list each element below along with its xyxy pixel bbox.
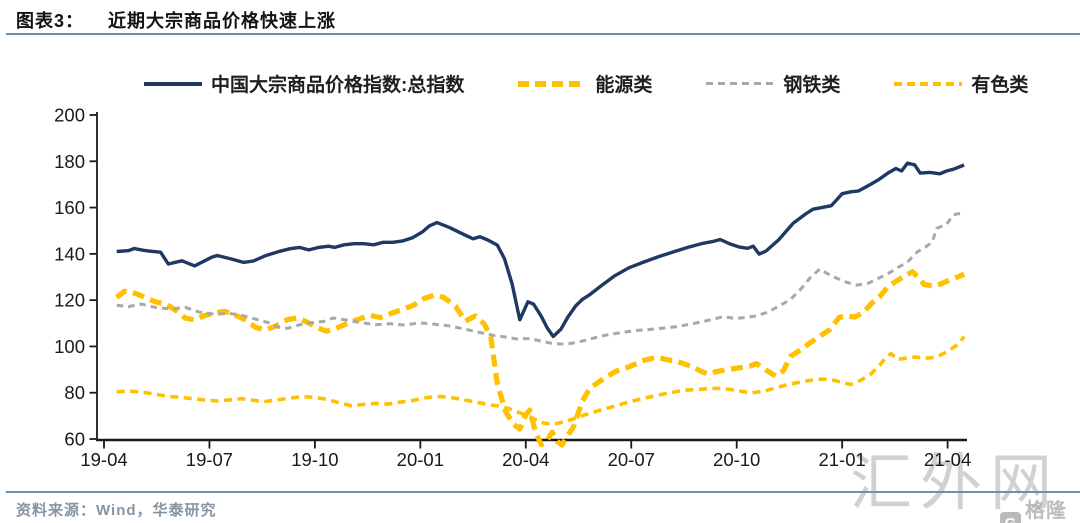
watermark-text: 汇外网 bbox=[850, 449, 1061, 518]
source-text: Wind，华泰研究 bbox=[96, 502, 217, 519]
legend-item-total-index: 中国大宗商品价格指数:总指数 bbox=[144, 70, 464, 97]
y-axis-label: 80 bbox=[64, 382, 85, 403]
series-line-total-index bbox=[116, 161, 965, 339]
x-axis-label: 20-04 bbox=[502, 449, 549, 470]
y-axis-label: 200 bbox=[54, 105, 85, 126]
x-axis-label: 19-07 bbox=[186, 449, 233, 470]
footer-divider bbox=[6, 491, 1080, 493]
x-axis-label: 19-10 bbox=[291, 449, 338, 470]
x-axis-label: 20-01 bbox=[397, 449, 444, 470]
figure-number-label: 图表3： bbox=[16, 11, 85, 31]
gelonghui-logo: G 格隆汇 bbox=[1000, 494, 1080, 523]
gelonghui-icon: G bbox=[1000, 511, 1021, 523]
legend-swatch-steel-line bbox=[706, 82, 775, 85]
source-prefix: 资料来源： bbox=[16, 502, 97, 519]
y-axis-label: 100 bbox=[54, 336, 85, 357]
legend-item-steel: 钢铁类 bbox=[706, 70, 840, 97]
source-note: 资料来源：Wind，华泰研究 bbox=[16, 499, 217, 520]
header-divider bbox=[6, 33, 1080, 35]
gelonghui-logo-text: 格隆汇 bbox=[1024, 500, 1067, 522]
y-axis-label: 160 bbox=[54, 197, 85, 218]
x-axis-label: 20-07 bbox=[608, 449, 655, 470]
x-axis: 19-04 19-07 19-10 20-01 20-04 20-07 20-10 21-01… bbox=[80, 438, 971, 470]
series-line-steel bbox=[116, 211, 965, 346]
legend-item-energy: 能源类 bbox=[518, 70, 652, 97]
y-axis-label: 140 bbox=[54, 243, 85, 264]
figure-header: 图表3： 近期大宗商品价格快速上涨 bbox=[16, 7, 336, 33]
legend-swatch-total-index-line bbox=[144, 81, 202, 86]
y-axis-label: 120 bbox=[54, 290, 85, 311]
figure-title: 近期大宗商品价格快速上涨 bbox=[108, 11, 337, 31]
y-axis-label: 60 bbox=[64, 429, 85, 450]
x-axis-label: 21-04 bbox=[924, 449, 971, 470]
y-axis-label: 180 bbox=[54, 151, 85, 172]
legend-item-nonferrous: 有色类 bbox=[894, 70, 1028, 97]
legend-label-steel: 钢铁类 bbox=[783, 75, 841, 96]
x-axis-label: 19-04 bbox=[80, 449, 127, 470]
legend-label-nonferrous: 有色类 bbox=[971, 75, 1029, 96]
y-axis: 60 80 100 120 140 160 180 200 bbox=[54, 105, 98, 450]
legend-swatch-nonferrous-line bbox=[894, 81, 963, 86]
legend-label-total-index: 中国大宗商品价格指数:总指数 bbox=[211, 75, 465, 96]
series-line-energy bbox=[115, 269, 966, 448]
legend-swatch-energy-line bbox=[518, 80, 587, 87]
series-line-nonferrous bbox=[116, 335, 966, 427]
chart-legend: 中国大宗商品价格指数:总指数 能源类 钢铁类 有色类 bbox=[144, 70, 1028, 97]
x-axis-label: 21-01 bbox=[818, 449, 865, 470]
legend-label-energy: 能源类 bbox=[595, 75, 653, 96]
x-axis-label: 20-10 bbox=[713, 449, 760, 470]
